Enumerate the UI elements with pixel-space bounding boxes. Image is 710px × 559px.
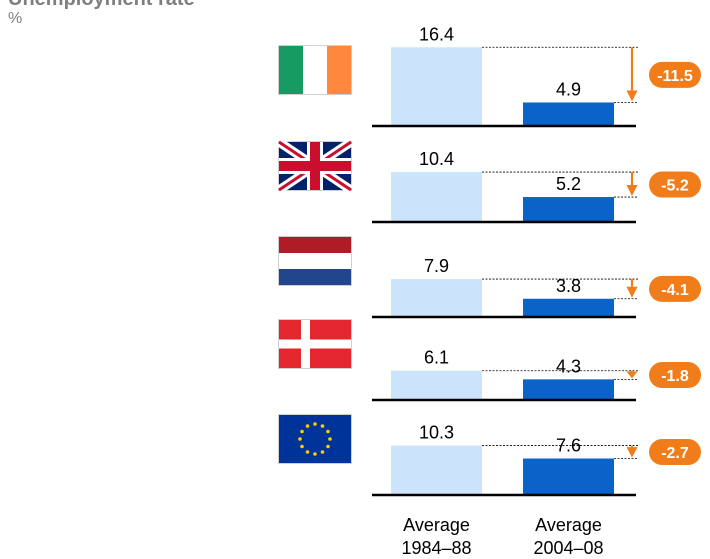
flag-green-band xyxy=(279,46,303,94)
category-label-line: 2004–08 xyxy=(533,538,603,558)
change-arrow-head xyxy=(626,286,638,298)
flag-white-band xyxy=(303,46,327,94)
bar-early xyxy=(391,47,482,126)
change-badge xyxy=(649,362,701,389)
united-kingdom-flag-icon xyxy=(276,138,354,194)
data-label: 5.2 xyxy=(556,174,581,194)
change-badge xyxy=(649,61,701,88)
flag-red-cross xyxy=(279,161,351,171)
page-title: Unemployment rate xyxy=(8,0,195,11)
unit-label: % xyxy=(8,10,23,27)
change-label: -5.2 xyxy=(661,178,689,195)
european-union-flag-icon xyxy=(278,414,352,464)
category-label-line: Average xyxy=(403,515,470,535)
flag-star xyxy=(305,424,310,428)
bar-late xyxy=(523,379,614,400)
flag-white-band xyxy=(279,253,351,269)
change-arrow-head xyxy=(626,447,638,458)
flag-star xyxy=(320,424,325,428)
data-label: 16.4 xyxy=(419,24,454,44)
flag-star xyxy=(300,444,304,449)
bar-early xyxy=(391,445,482,495)
bar-late xyxy=(523,102,614,126)
flag-star xyxy=(328,437,332,441)
data-label: 4.3 xyxy=(556,356,581,376)
bar-early xyxy=(391,279,482,317)
flag-red-band xyxy=(279,237,351,253)
flag-orange-band xyxy=(327,46,351,94)
chart-panel: 10.4 5.2 -5.2 xyxy=(276,138,701,224)
data-label: 10.4 xyxy=(419,149,454,169)
flag-star xyxy=(313,422,317,426)
category-label: Average 1984–88 xyxy=(401,515,471,558)
change-label: -1.8 xyxy=(661,368,689,385)
data-label: 10.3 xyxy=(419,423,454,443)
data-label: 6.1 xyxy=(424,348,449,368)
denmark-flag-icon xyxy=(278,319,352,369)
chart-panel: 6.1 4.3 -1.8 xyxy=(278,319,701,402)
category-label: Average 2004–08 xyxy=(533,515,603,558)
bar-early xyxy=(391,172,482,222)
chart-panel: 16.4 4.9 -11.5 xyxy=(278,24,701,128)
flag-star xyxy=(326,429,330,434)
flag-star xyxy=(320,450,325,454)
change-label: -2.7 xyxy=(661,445,689,462)
flag-star xyxy=(313,452,317,456)
data-label: 3.8 xyxy=(556,276,581,296)
bar-late xyxy=(523,197,614,222)
change-arrow-head xyxy=(626,185,638,197)
flag-star xyxy=(326,444,330,449)
category-label-line: Average xyxy=(535,515,602,535)
change-badge xyxy=(649,439,701,466)
data-label: 7.6 xyxy=(556,436,581,456)
category-label-line: 1984–88 xyxy=(401,538,471,558)
chart-panel: 7.9 3.8 -4.1 xyxy=(278,236,701,319)
chart-panel: 10.3 7.6 -2.7 xyxy=(278,414,701,497)
flag-star xyxy=(305,450,310,454)
change-badge xyxy=(649,275,701,302)
flag-white-cross xyxy=(279,339,351,349)
change-label: -11.5 xyxy=(657,68,693,85)
bar-early xyxy=(391,370,482,400)
change-badge xyxy=(649,171,701,198)
change-label: -4.1 xyxy=(661,282,689,299)
flag-blue-band xyxy=(279,269,351,285)
flag-star xyxy=(300,429,304,434)
ireland-flag-icon xyxy=(278,45,352,95)
bar-late xyxy=(523,458,614,495)
data-label: 4.9 xyxy=(556,79,581,99)
change-arrow-head xyxy=(626,371,638,379)
netherlands-flag-icon xyxy=(278,236,352,286)
bar-late xyxy=(523,298,614,317)
data-label: 7.9 xyxy=(424,256,449,276)
change-arrow-head xyxy=(626,90,638,102)
flag-star xyxy=(298,437,302,441)
